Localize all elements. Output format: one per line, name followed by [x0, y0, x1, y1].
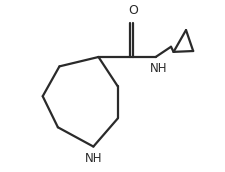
Text: NH: NH — [84, 152, 102, 165]
Text: O: O — [128, 4, 138, 17]
Text: NH: NH — [150, 62, 167, 76]
